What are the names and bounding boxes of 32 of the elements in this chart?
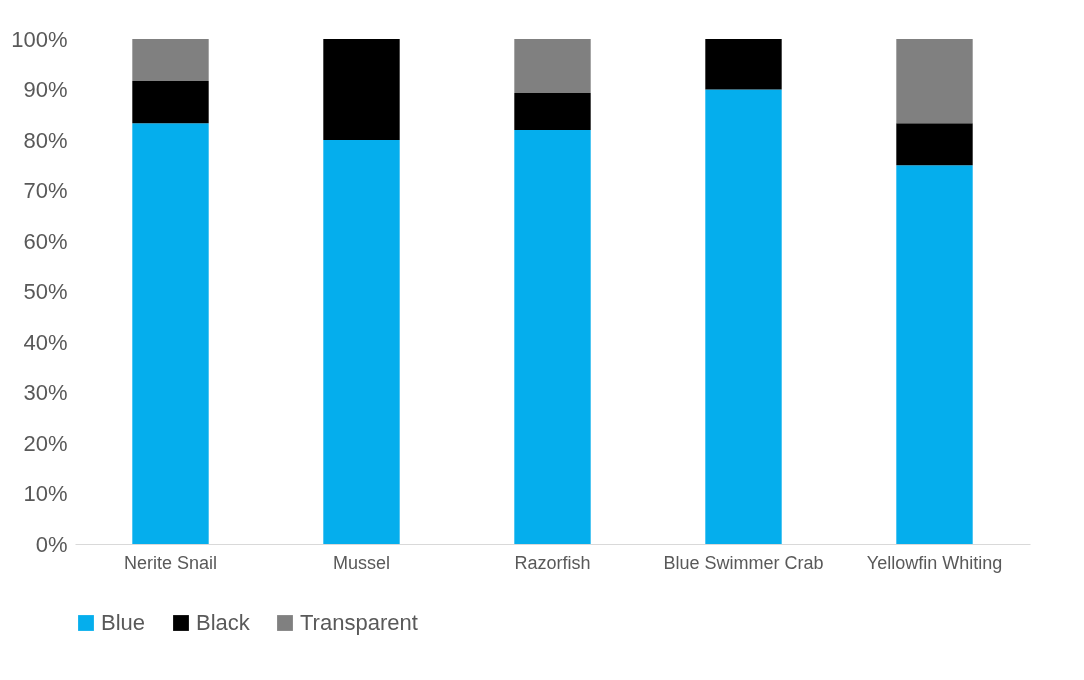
bar: [323, 39, 400, 140]
y-tick-label: 40%: [23, 329, 68, 355]
legend-label: Black: [196, 610, 251, 635]
bar: [896, 165, 973, 544]
bar: [705, 39, 782, 90]
bar: [323, 140, 400, 544]
x-tick-label: Yellowfin Whiting: [866, 552, 1003, 573]
x-tick-label: Mussel: [332, 552, 391, 573]
bar: [132, 123, 209, 544]
legend-label: Transparent: [300, 610, 418, 635]
y-tick-label: 10%: [23, 481, 68, 506]
bar: [514, 129, 591, 544]
y-tick-label: 0%: [35, 531, 68, 557]
y-tick-label: 100%: [11, 26, 68, 52]
bar: [514, 93, 591, 130]
y-tick-label: 90%: [23, 77, 68, 102]
y-tick-label: 80%: [23, 127, 68, 153]
bar: [896, 39, 973, 124]
x-tick-label: Razorfish: [514, 552, 591, 573]
x-tick-label: Nerite Snail: [123, 552, 218, 573]
y-tick-label: 20%: [23, 430, 68, 456]
bar: [896, 123, 973, 166]
bar: [132, 39, 209, 81]
bar: [705, 89, 782, 544]
legend-label: Blue: [101, 610, 146, 635]
bar: [514, 39, 591, 94]
y-tick-label: 30%: [23, 380, 68, 405]
bar: [132, 80, 209, 124]
y-tick-label: 60%: [23, 228, 68, 254]
x-tick-label: Blue Swimmer Crab: [663, 552, 824, 573]
y-tick-label: 50%: [23, 279, 68, 304]
y-tick-label: 70%: [23, 178, 68, 203]
